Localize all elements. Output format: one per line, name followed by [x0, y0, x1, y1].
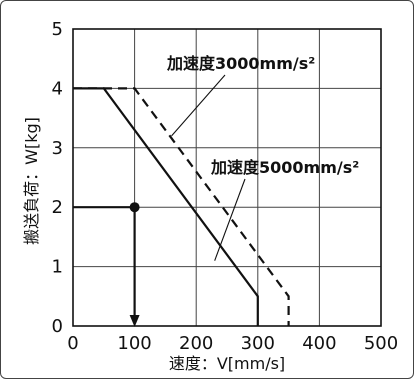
y-tick-label: 5	[52, 19, 63, 40]
y-tick-label: 0	[52, 316, 63, 337]
annotation-accel-5000: 加速度5000mm/s²	[210, 158, 359, 177]
example-arrow-head	[129, 315, 140, 327]
x-tick-label: 100	[117, 333, 151, 354]
annotation-leader-line	[171, 74, 226, 137]
series-line-dashed	[73, 87, 290, 326]
annotation-accel-3000: 加速度3000mm/s²	[166, 54, 315, 73]
x-tick-label: 300	[241, 333, 275, 354]
y-axis-title: 搬送負荷：W[kg]	[22, 117, 41, 245]
x-axis-title: 速度：V[mm/s]	[169, 354, 285, 373]
y-tick-label: 2	[52, 197, 63, 218]
grid-lines	[73, 29, 381, 326]
y-tick-label: 4	[52, 78, 63, 99]
series-lines	[73, 87, 290, 326]
y-tick-label: 3	[52, 138, 63, 159]
annotation-leaders	[171, 74, 246, 261]
plot-area-border	[72, 28, 382, 327]
x-tick-label: 200	[179, 333, 213, 354]
plot-border	[72, 28, 382, 327]
example-point	[129, 202, 140, 213]
example-reading-marker	[73, 202, 140, 327]
x-tick-label: 0	[67, 333, 78, 354]
y-tick-label: 1	[52, 257, 63, 278]
example-guide-line	[73, 206, 136, 316]
x-tick-label: 500	[364, 333, 398, 354]
tick-labels: 0 100 200 300 400 500 0 1 2 3 4 5	[52, 19, 399, 354]
x-tick-label: 400	[302, 333, 336, 354]
annotation-leader-line	[214, 178, 246, 261]
